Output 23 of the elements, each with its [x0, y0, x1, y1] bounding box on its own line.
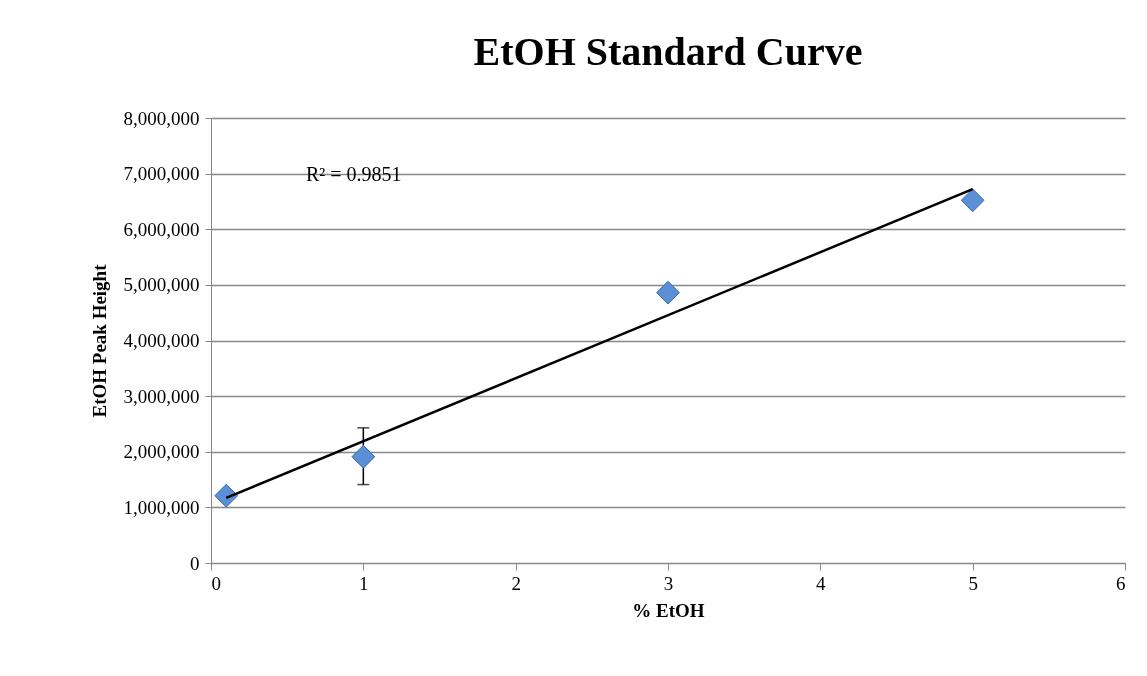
x-tick-label: 6: [1116, 572, 1126, 594]
y-tick-label: 0: [190, 552, 200, 574]
y-tick-label: 4,000,000: [123, 330, 200, 351]
y-tick-label: 2,000,000: [123, 441, 200, 463]
y-tick-label: 8,000,000: [123, 107, 200, 129]
x-tick-label: 3: [663, 572, 674, 594]
x-axis-title: % EtOH: [632, 599, 705, 621]
point: [960, 188, 985, 213]
chart-title: EtOH Standard Curve: [473, 29, 863, 74]
x-tick-label: 5: [968, 572, 978, 594]
y-tick-label: 5,000,000: [123, 274, 200, 296]
y-tick-label: 1,000,000: [123, 496, 200, 518]
x-tick-label: 2: [511, 572, 521, 594]
y-axis-title: EtOH Peak Height: [88, 263, 110, 418]
point: [656, 280, 680, 305]
point: [351, 444, 376, 469]
x-tick-label: 4: [816, 572, 827, 594]
y-tick-label: 3,000,000: [123, 385, 200, 407]
annotation: R² = 0.9851: [306, 163, 402, 185]
x-tick-label: 0: [211, 572, 221, 594]
y-tick-label: 7,000,000: [123, 163, 200, 185]
y-tick-label: 6,000,000: [123, 218, 200, 240]
x-tick-label: 1: [359, 572, 369, 594]
